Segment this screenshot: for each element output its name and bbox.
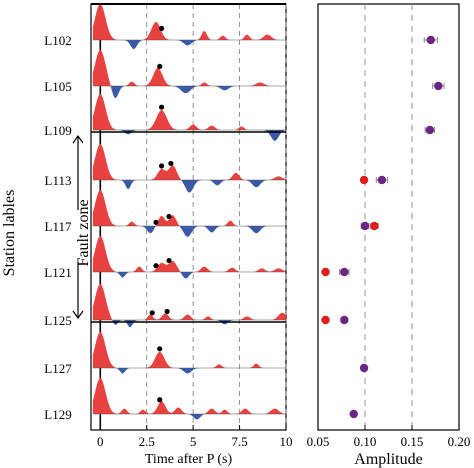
amp-point-L121-red: [321, 267, 330, 277]
amplitude-frame: [317, 3, 460, 431]
x-tick-label: 7.5: [231, 434, 247, 449]
waveform-negative-L121: [92, 272, 286, 279]
waveform-positive-L129: [92, 378, 286, 414]
waveform-positive-L125: [92, 284, 286, 320]
station-label-L121: L121: [44, 265, 71, 280]
waveform-negative-L117: [92, 226, 286, 237]
amp-x-tick-label: 0.05: [307, 434, 330, 449]
phase-marker-L129: [157, 397, 163, 403]
amp-point-L117-purple: [360, 221, 370, 231]
phase-marker-L113: [158, 163, 165, 169]
amp-x-tick-label: 0.15: [401, 434, 424, 449]
amplitude-panel: 0.05 0.10 0.15 0.20 Amplitude: [307, 3, 471, 468]
station-label-L109: L109: [44, 123, 71, 138]
waveform-negative-L127: [92, 368, 286, 374]
station-label-L102: L102: [44, 33, 71, 48]
waveform-negative-L109: [92, 130, 286, 141]
amp-x-tick-label: 0.20: [448, 434, 471, 449]
waveform-positive-L117: [92, 190, 286, 226]
station-label-L125: L125: [44, 313, 71, 328]
phase-marker-L105: [157, 63, 163, 70]
phase-marker-L117: [153, 219, 159, 225]
waveform-negative-L102: [92, 40, 286, 49]
amp-point-L113-red: [359, 175, 369, 185]
waveform-negative-L105: [92, 86, 286, 98]
station-label-L127: L127: [44, 361, 72, 376]
left-ylabel: Station lables: [1, 190, 18, 277]
waveform-positive-L109: [92, 94, 286, 130]
fault-zone-label: Fault zone: [75, 199, 92, 266]
x-tick-label: 10: [280, 434, 293, 449]
station-label-L113: L113: [45, 173, 72, 188]
amp-point-L109-purple: [425, 125, 435, 135]
phase-marker-L117: [166, 213, 172, 220]
phase-marker-L109: [158, 104, 165, 110]
waveform-positive-L121: [92, 236, 286, 272]
waveform-positive-L102: [92, 4, 286, 40]
amp-point-L125-purple: [340, 315, 349, 325]
phase-marker-L121: [153, 263, 159, 269]
waveform-positive-L127: [92, 332, 286, 368]
waveform-positive-L113: [92, 144, 286, 180]
waveform-negative-L113: [92, 180, 286, 193]
station-label-L117: L117: [45, 219, 72, 234]
phase-marker-L113: [168, 160, 174, 167]
amp-x-tick-label: 0.10: [354, 434, 377, 449]
waveform-negative-L125: [92, 320, 286, 328]
waveform-panel: L102 L105 L109 L113 L117 L121 L125 L127 L129 0 2.5…: [44, 3, 293, 467]
x-tick-label: 5: [190, 434, 197, 449]
annotations: Station lables Fault zone: [1, 134, 92, 320]
fault-arrow-down-head: [72, 310, 84, 320]
amp-x-axis-label: Amplitude: [354, 451, 422, 468]
amp-point-L105-purple: [434, 81, 443, 91]
x-tick-label: 0: [97, 434, 104, 449]
station-label-L105: L105: [44, 79, 71, 94]
amp-point-L121-purple: [340, 267, 349, 277]
waveform-positive-L105: [92, 50, 286, 86]
phase-marker-L127: [157, 346, 163, 352]
amp-point-L102-purple: [426, 35, 435, 45]
amp-point-L127-purple: [359, 363, 369, 373]
amp-point-L129-purple: [349, 409, 358, 419]
amp-point-L113-purple: [377, 175, 387, 185]
station-label-L129: L129: [44, 407, 71, 422]
phase-marker-L125: [149, 310, 155, 316]
phase-marker-L102: [158, 25, 165, 31]
phase-marker-L125: [164, 308, 170, 315]
amp-point-L117-red: [370, 221, 379, 231]
x-tick-label: 2.5: [139, 434, 155, 449]
waveform-x-axis-label: Time after P (s): [145, 452, 233, 467]
waveform-negative-L129: [92, 414, 286, 420]
amp-point-L125-red: [321, 315, 330, 325]
fault-arrow-up-head: [72, 134, 84, 144]
phase-marker-L121: [166, 257, 172, 264]
